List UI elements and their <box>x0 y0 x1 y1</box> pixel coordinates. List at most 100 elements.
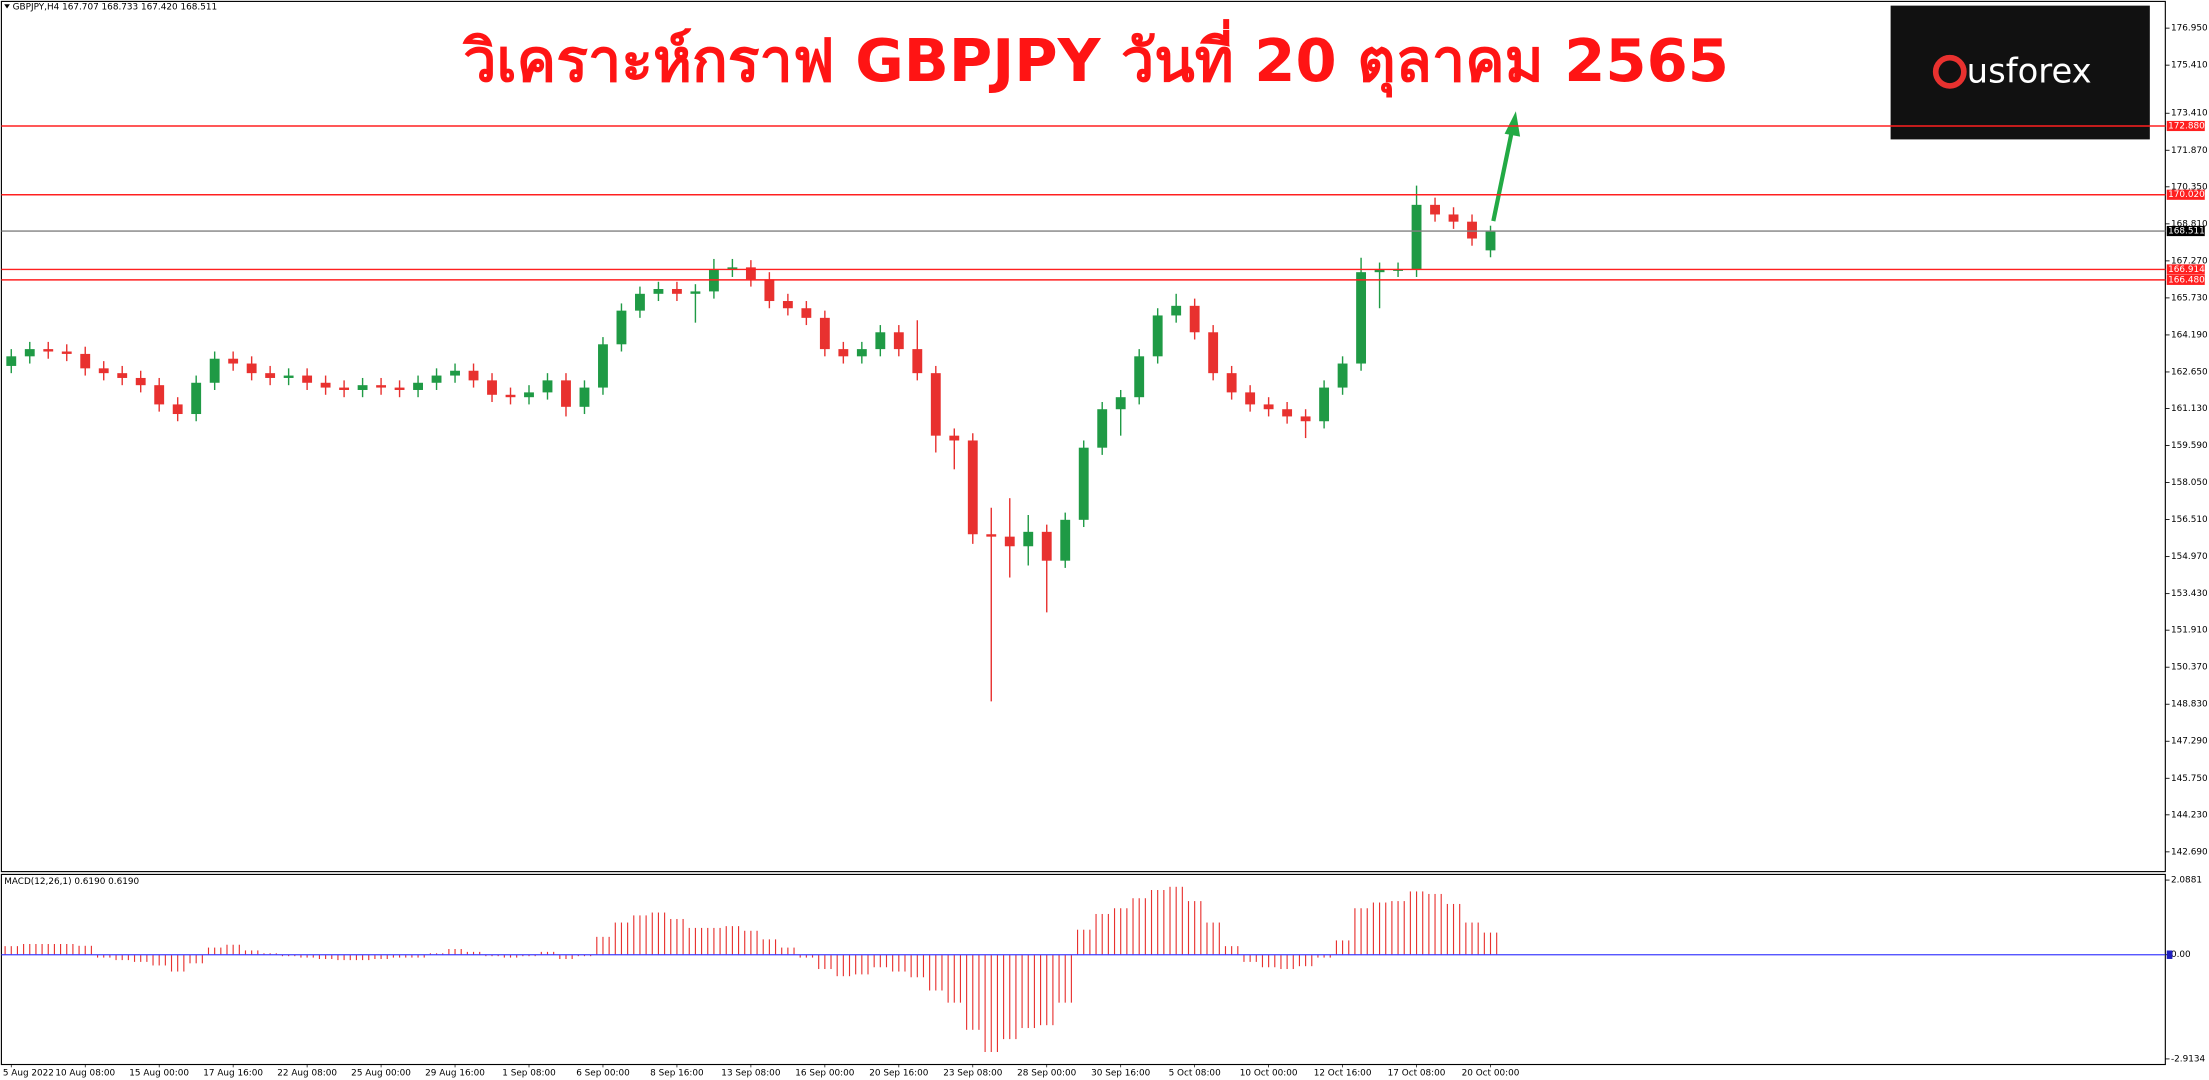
candle-body <box>1004 536 1015 547</box>
candle-body <box>1189 305 1200 333</box>
candle-body <box>764 279 775 302</box>
x-tick-label: 17 Oct 08:00 <box>1388 1068 1446 1078</box>
candle-body <box>209 358 220 383</box>
x-tick-label: 15 Aug 00:00 <box>129 1068 189 1078</box>
chart-title: วิเคราะห์กราฟ GBPJPY วันที่ 20 ตุลาคม 25… <box>462 19 1728 98</box>
candle-body <box>949 435 960 441</box>
candle-body <box>745 267 756 280</box>
y-tick-label: 148.830 <box>2171 700 2208 710</box>
x-tick-label: 12 Oct 16:00 <box>1314 1068 1372 1078</box>
candle-body <box>727 267 738 270</box>
y-tick-label: 159.590 <box>2171 441 2208 451</box>
x-tick-label: 10 Aug 08:00 <box>55 1068 115 1078</box>
candle-body <box>1060 519 1071 561</box>
candle-body <box>708 269 719 292</box>
candle-body <box>579 387 590 407</box>
candle-body <box>1282 409 1293 417</box>
candle-body <box>1041 531 1052 561</box>
candle-body <box>1097 409 1108 448</box>
y-tick-label: 154.970 <box>2171 552 2208 562</box>
candle-body <box>1208 332 1219 374</box>
candle-body <box>172 404 183 415</box>
candle-body <box>265 373 276 378</box>
candle-body <box>487 380 497 395</box>
candle-body <box>616 310 627 345</box>
y-tick-label: 161.130 <box>2171 404 2208 414</box>
logo-text: usforex <box>1967 52 2092 91</box>
x-tick-label: 30 Sep 16:00 <box>1091 1068 1151 1078</box>
candle-body <box>1356 272 1367 364</box>
y-tick-label: 175.410 <box>2171 61 2208 71</box>
candle-body <box>1300 416 1311 422</box>
macd-panel-frame <box>0 873 2166 1066</box>
candle-body <box>1393 269 1403 271</box>
candle-body <box>228 358 239 364</box>
x-tick-label: 1 Sep 08:00 <box>502 1068 556 1078</box>
y-tick-label: 168.810 <box>2171 219 2208 229</box>
y-tick-label: 0.00 <box>2171 950 2191 960</box>
candle-body <box>524 392 534 398</box>
x-tick-label: 23 Sep 08:00 <box>943 1068 1003 1078</box>
price-level-label: 166.480 <box>2168 275 2205 285</box>
y-tick-label: 151.910 <box>2171 626 2208 636</box>
candle-body <box>1374 269 1385 273</box>
y-tick-label: -2.9134 <box>2171 1054 2206 1064</box>
price-level-tag <box>2166 120 2205 132</box>
x-tick-label: 5 Oct 08:00 <box>1169 1068 1221 1078</box>
candle-body <box>875 332 886 350</box>
price-level-tag <box>2166 189 2205 200</box>
x-tick-label: 20 Sep 16:00 <box>869 1068 929 1078</box>
candle-body <box>561 380 571 407</box>
candle-body <box>394 387 405 390</box>
price-level-label: 172.880 <box>2168 121 2205 131</box>
candle-body <box>930 373 941 436</box>
candle-body <box>357 385 368 390</box>
x-tick-label: 17 Aug 16:00 <box>203 1068 263 1078</box>
candle-body <box>135 377 146 386</box>
candle-body <box>801 308 812 318</box>
x-tick-label: 8 Sep 16:00 <box>650 1068 704 1078</box>
candle-body <box>598 344 608 388</box>
candle-body <box>339 387 350 390</box>
zero-tag <box>2166 950 2173 959</box>
candle-body <box>431 375 442 383</box>
candle-body <box>1411 204 1422 270</box>
y-tick-label: 167.270 <box>2171 256 2208 266</box>
price-level-label: 166.914 <box>2168 265 2205 275</box>
candle-body <box>302 375 313 383</box>
candle-body <box>1485 231 1496 251</box>
symbol-info: GBPJPY,H4 167.707 168.733 167.420 168.51… <box>13 3 217 13</box>
y-tick-label: 165.730 <box>2171 293 2208 303</box>
y-tick-label: 164.190 <box>2171 330 2208 340</box>
logo-icon <box>1932 54 1967 89</box>
price-panel-frame <box>0 0 2166 873</box>
candle-body <box>98 368 109 374</box>
x-tick-label: 5 Aug 2022 <box>3 1068 54 1078</box>
candle-body <box>671 289 682 294</box>
candle-body <box>967 440 978 535</box>
candle-body <box>468 370 479 381</box>
y-tick-label: 170.350 <box>2171 182 2208 192</box>
candle-body <box>1115 397 1126 410</box>
x-tick-label: 20 Oct 00:00 <box>1462 1068 1520 1078</box>
candle-body <box>61 351 72 354</box>
candle-body <box>1448 214 1459 222</box>
price-level-tag <box>2166 274 2205 285</box>
y-tick-label: 176.950 <box>2171 24 2208 34</box>
candle-body <box>117 373 128 378</box>
candle-body <box>1467 221 1477 239</box>
candle-body <box>1226 373 1237 393</box>
candle-body <box>154 385 165 405</box>
candle-body <box>1245 392 1256 405</box>
candle-body <box>450 370 460 376</box>
candle-body <box>320 382 331 388</box>
y-tick-label: 158.050 <box>2171 478 2208 488</box>
candle-body <box>505 394 516 398</box>
candle-body <box>690 291 701 294</box>
x-tick-label: 6 Sep 00:00 <box>576 1068 630 1078</box>
candle-body <box>80 353 91 369</box>
y-tick-label: 162.650 <box>2171 367 2208 377</box>
